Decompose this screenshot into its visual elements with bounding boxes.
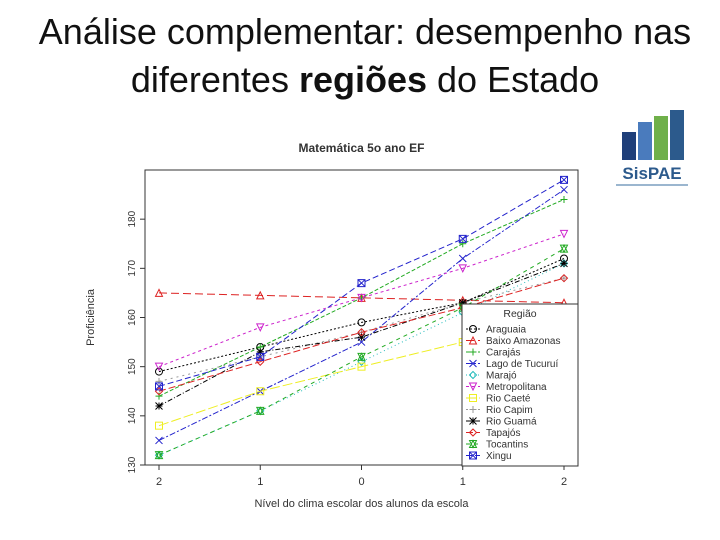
y-tick-label: 150	[127, 358, 138, 375]
legend-marker-4	[468, 370, 478, 380]
sispae-logo: SisPAE	[612, 108, 692, 188]
legend-label-6: Rio Caeté	[486, 394, 531, 405]
data-point-3-4	[560, 185, 568, 194]
legend-marker-3	[469, 359, 477, 368]
legend-label-10: Tocantins	[486, 440, 528, 451]
data-point-9-2	[357, 328, 366, 337]
series-line-10	[158, 248, 565, 456]
x-tick-label: 0	[358, 476, 364, 488]
data-point-11-3	[458, 234, 467, 243]
data-point-5-2	[357, 293, 366, 303]
series-line-1	[158, 292, 565, 304]
data-point-2-3	[459, 240, 467, 248]
data-point-10-1	[255, 406, 265, 416]
title-part-bold: regiões	[298, 59, 428, 100]
legend-marker-5	[468, 382, 478, 392]
legend-marker-6	[469, 394, 477, 402]
series-line-6	[158, 317, 565, 427]
data-point-10-4	[559, 244, 569, 254]
x-tick-label: 2	[156, 476, 162, 488]
series-line-7	[158, 277, 565, 382]
legend-marker-10	[468, 439, 478, 449]
data-point-11-0	[155, 382, 163, 391]
legend-label-3: Lago de Tucuruí	[486, 359, 558, 370]
data-point-11-4	[560, 175, 568, 184]
legend-label-11: Xingu	[486, 451, 512, 462]
legend-label-8: Rio Guamá	[486, 417, 537, 428]
data-point-8-2	[357, 333, 366, 342]
data-point-2-4	[560, 196, 568, 203]
data-point-1-1	[255, 290, 265, 300]
series-line-5	[158, 233, 565, 368]
data-point-2-0	[155, 392, 163, 400]
data-point-5-1	[255, 323, 265, 332]
chart-title: Matemática 5o ano EF	[298, 141, 424, 155]
legend-marker-0	[469, 325, 477, 333]
data-point-3-0	[155, 436, 163, 445]
x-tick-label: 1	[257, 476, 263, 488]
legend-marker-8	[469, 417, 477, 425]
y-tick-label: 140	[127, 407, 138, 424]
y-tick-label: 130	[127, 456, 138, 473]
legend-marker-2	[469, 348, 477, 356]
legend-marker-11	[469, 451, 477, 460]
data-point-5-0	[154, 362, 164, 372]
title-part-1: diferentes	[130, 59, 299, 100]
data-point-0-2	[357, 318, 366, 327]
data-point-6-1	[256, 387, 265, 396]
legend-label-4: Marajó	[486, 371, 517, 382]
data-point-9-4	[559, 273, 569, 283]
chart: Matemática 5o ano EF 130 140 150 160 170 180 Pr…	[85, 141, 579, 510]
legend-label-2: Carajás	[486, 348, 520, 359]
x-tick-label: 2	[561, 476, 567, 488]
x-tick-label: 1	[460, 476, 466, 488]
data-point-11-1	[256, 352, 265, 361]
sispae-logo-icon	[622, 110, 684, 160]
legend-label-0: Araguaia	[486, 325, 526, 336]
y-tick-label: 180	[127, 210, 138, 227]
data-point-8-0	[155, 402, 163, 410]
legend-label-1: Baixo Amazonas	[486, 336, 561, 347]
data-point-6-0	[155, 421, 163, 430]
legend-label-5: Metropolitana	[486, 382, 547, 393]
data-point-5-4	[559, 229, 569, 239]
legend-label-7: Rio Capim	[486, 405, 533, 416]
slide-title-line2: diferentes regiões do Estado	[20, 56, 710, 104]
data-point-11-2	[357, 279, 366, 288]
legend-box	[461, 303, 579, 467]
y-tick-label: 160	[127, 309, 138, 326]
x-axis-label: Nível do clima escolar dos alunos da esc…	[254, 498, 469, 510]
data-point-5-3	[458, 264, 468, 273]
data-point-8-3	[458, 298, 467, 307]
logo-text: SisPAE	[622, 164, 682, 183]
data-point-3-3	[458, 254, 467, 263]
data-point-0-0	[155, 367, 163, 376]
legend-marker-1	[468, 335, 478, 345]
slide-title: Análise complementar: desempenho nas dif…	[20, 8, 710, 104]
slide-title-line1: Análise complementar: desempenho nas	[38, 11, 692, 52]
series-line-9	[158, 277, 565, 392]
data-point-10-2	[357, 352, 366, 362]
data-point-8-4	[560, 259, 568, 268]
legend-title: Região	[503, 308, 536, 320]
data-point-10-0	[154, 450, 164, 460]
legend-marker-7	[469, 406, 477, 413]
legend-label-9: Tapajós	[486, 428, 520, 439]
logo-underline	[616, 184, 688, 186]
legend-marker-9	[468, 428, 478, 437]
data-point-2-2	[358, 294, 365, 302]
y-tick-label: 170	[127, 260, 138, 277]
data-point-7-0	[155, 377, 163, 385]
title-part-2: do Estado	[427, 59, 600, 100]
y-axis-label: Proficiência	[85, 288, 97, 346]
data-point-6-2	[357, 362, 366, 371]
data-point-4-4	[559, 259, 569, 268]
data-point-8-1	[256, 348, 265, 356]
data-point-1-0	[154, 288, 164, 297]
